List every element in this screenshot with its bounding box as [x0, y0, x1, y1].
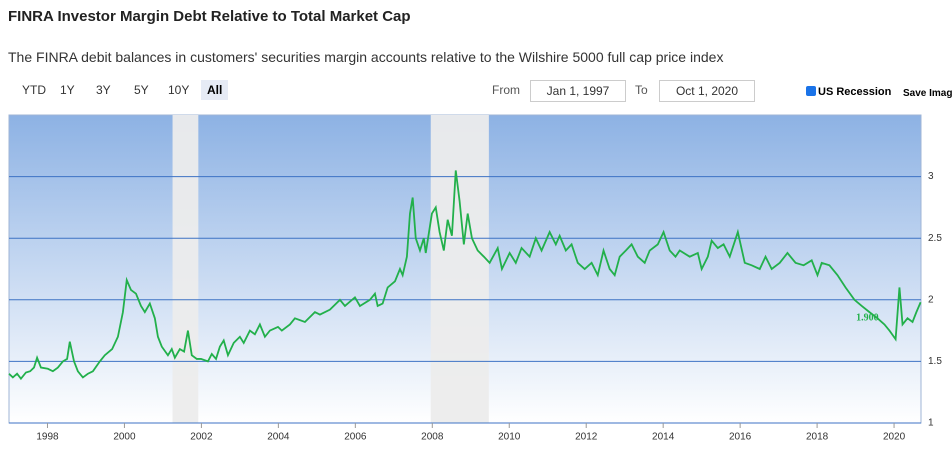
range-button[interactable]: All: [201, 80, 229, 100]
line-series: [8, 170, 922, 381]
from-input[interactable]: Jan 1, 1997: [530, 80, 626, 102]
from-label: From: [492, 83, 520, 97]
recession-band: [172, 115, 199, 423]
x-tick-label: 2000: [113, 432, 136, 443]
checkbox[interactable]: [806, 86, 816, 96]
range-button[interactable]: 1Y: [60, 83, 75, 97]
annotation: 1.900: [856, 312, 879, 323]
y-tick-label: 3: [928, 171, 934, 182]
x-tick-label: 2008: [421, 432, 444, 443]
x-tick-label: 2002: [190, 432, 213, 443]
x-tick-label: 2018: [806, 432, 829, 443]
x-tick-label: 2010: [498, 432, 521, 443]
range-button[interactable]: 10Y: [168, 83, 190, 97]
x-tick-label: 2020: [883, 432, 906, 443]
to-label: To: [635, 83, 648, 97]
y-tick-label: 1.5: [928, 356, 942, 367]
x-tick-label: 2012: [575, 432, 598, 443]
subtitle: The FINRA debit balances in customers' s…: [8, 49, 724, 65]
recession-label: US Recession: [818, 86, 892, 98]
x-tick-label: 2014: [652, 432, 675, 443]
recession-band: [430, 115, 489, 423]
x-tick-label: 2016: [729, 432, 752, 443]
y-tick-label: 2.5: [928, 233, 942, 244]
y-tick-label: 2: [928, 294, 934, 305]
y-tick-label: 1: [928, 418, 934, 429]
to-input[interactable]: Oct 1, 2020: [659, 80, 755, 102]
x-tick-label: 1998: [36, 432, 59, 443]
title: FINRA Investor Margin Debt Relative to T…: [8, 8, 411, 25]
save-image[interactable]: Save Imag: [903, 88, 952, 99]
x-tick-label: 2004: [267, 432, 290, 443]
range-button[interactable]: 5Y: [134, 83, 149, 97]
recession-toggle[interactable]: US Recession: [806, 86, 891, 98]
x-tick-label: 2006: [344, 432, 367, 443]
range-button[interactable]: YTD: [22, 83, 46, 97]
range-button[interactable]: 3Y: [96, 83, 111, 97]
